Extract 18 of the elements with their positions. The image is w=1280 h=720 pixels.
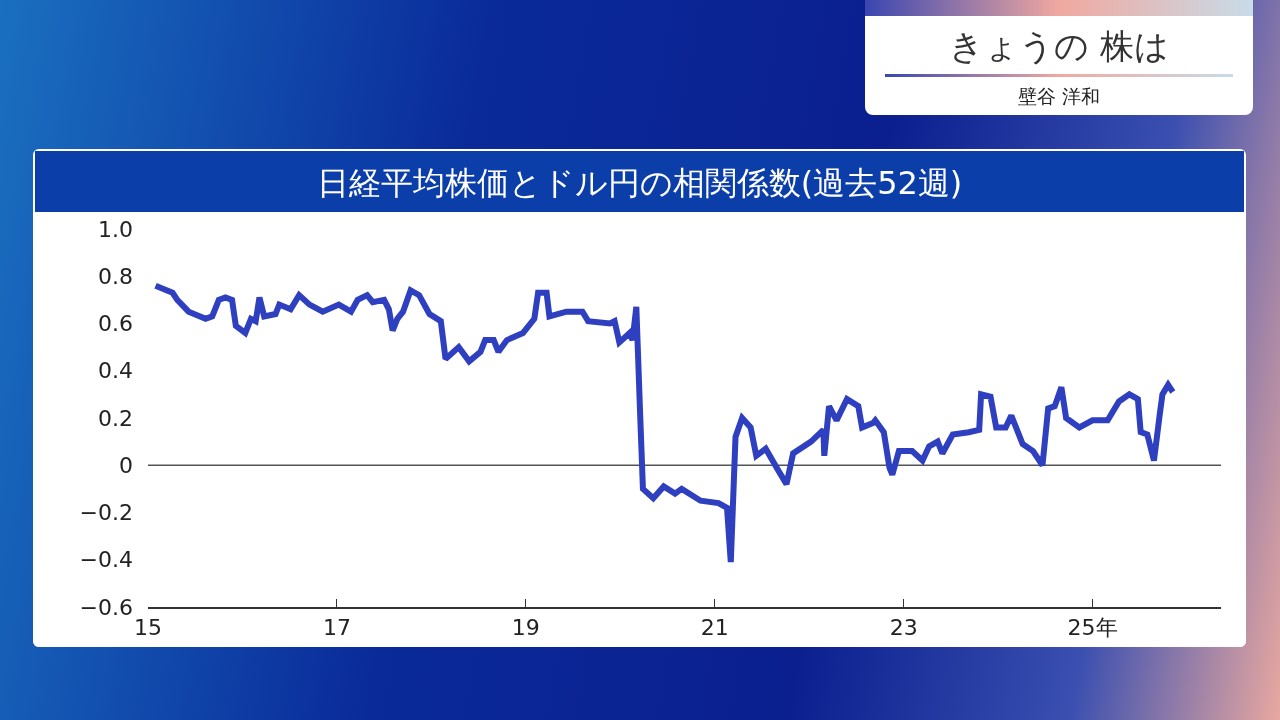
y-tick-label: 0.8 — [98, 263, 133, 289]
y-tick-label: −0.6 — [79, 594, 133, 620]
text: 壁谷 洋和 — [1016, 84, 1101, 109]
y-tick-label: 0.4 — [98, 358, 133, 384]
y-tick-label: −0.2 — [79, 500, 133, 526]
x-tick-label: 17 — [322, 614, 351, 640]
chart-title: 日経平均株価とドル円の相関係数(過去52週) — [33, 149, 1246, 214]
y-tick-label: 0 — [119, 452, 133, 478]
x-tick-label: 21 — [700, 614, 729, 640]
y-tick-label: 0.6 — [98, 311, 133, 337]
x-tick-label: 15 — [134, 614, 162, 640]
x-tick-label: 19 — [511, 614, 540, 640]
x-tick-label: 25年 — [1067, 614, 1118, 640]
y-tick-label: 1.0 — [98, 216, 133, 242]
y-tick-label: 0.2 — [98, 405, 133, 431]
x-tick-label: 23 — [889, 614, 918, 640]
text: きょうの 株は — [948, 25, 1170, 68]
y-tick-label: −0.4 — [79, 547, 133, 573]
